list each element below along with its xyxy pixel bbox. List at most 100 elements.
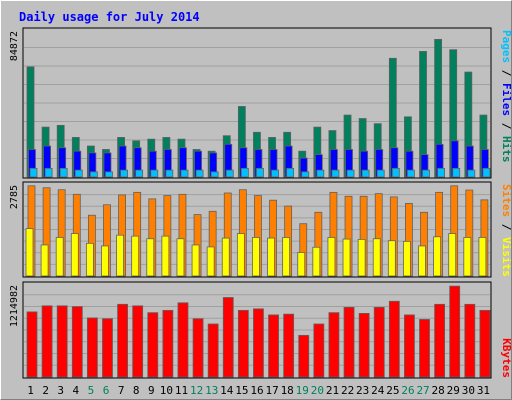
bar-pages-day-30: Pages 30: 4000: [467, 169, 476, 178]
bar-kbytes-day-31: KBytes 31: 880000: [479, 309, 491, 378]
x-tick-day-13: 13: [205, 384, 218, 397]
bar-kbytes-day-3: KBytes 3: 940000: [56, 305, 68, 378]
x-tick-day-20: 20: [311, 384, 324, 397]
right-label-middle: Sites / Visits: [500, 184, 511, 277]
bar-pages-day-22: Pages 22: 4000: [346, 169, 355, 178]
x-tick-day-3: 3: [57, 384, 64, 397]
bar-pages-day-3: Pages 3: 5000: [59, 167, 68, 178]
bar-pages-day-4: Pages 4: 4000: [74, 169, 83, 178]
bar-pages-day-17: Pages 17: 4000: [271, 169, 279, 178]
bar-kbytes-day-1: KBytes 1: 860000: [26, 311, 38, 378]
x-tick-day-8: 8: [133, 384, 140, 397]
bar-pages-day-25: Pages 25: 5000: [391, 167, 400, 178]
bar-pages-day-19: Pages 19: 3000: [301, 171, 310, 178]
bar-pages-day-12: Pages 12: 4000: [195, 169, 204, 178]
bar-kbytes-day-27: KBytes 27: 760000: [419, 319, 430, 378]
x-tick-day-21: 21: [326, 384, 339, 397]
bar-sites-day-31: Sites 31: 1180: [478, 237, 487, 277]
legend-slash: /: [500, 116, 511, 136]
x-tick-day-28: 28: [432, 384, 445, 397]
bar-kbytes-day-16: KBytes 16: 900000: [253, 308, 264, 378]
bar-pages-day-5: Pages 5: 3000: [89, 171, 98, 178]
bar-sites-day-19: Sites 19: 720: [297, 252, 306, 277]
x-tick-day-4: 4: [73, 384, 80, 397]
bar-sites-day-4: Sites 4: 1300: [70, 233, 79, 277]
x-tick-day-2: 2: [42, 384, 49, 397]
bar-pages-day-16: Pages 16: 5000: [256, 167, 264, 178]
y-max-label-kbytes: 1214982: [9, 285, 20, 327]
y-max-label-visits: 2785: [9, 185, 20, 209]
bar-pages-day-15: Pages 15: 5000: [240, 167, 249, 178]
x-tick-day-16: 16: [250, 384, 263, 397]
x-tick-day-25: 25: [386, 384, 399, 397]
bar-pages-day-1: Pages 1: 5000: [29, 167, 38, 178]
x-tick-day-23: 23: [356, 384, 369, 397]
bar-kbytes-day-30: KBytes 30: 960000: [464, 303, 476, 378]
legend-pages: Pages: [500, 30, 511, 63]
bar-sites-day-10: Sites 10: 1220: [161, 235, 170, 277]
bar-sites-day-14: Sites 14: 1160: [221, 237, 230, 277]
bar-kbytes-day-19: KBytes 19: 550000: [298, 334, 310, 378]
x-tick-day-27: 27: [416, 384, 429, 397]
bar-pages-day-7: Pages 7: 4000: [120, 169, 128, 178]
bar-kbytes-day-6: KBytes 6: 770000: [102, 318, 113, 378]
bar-kbytes-day-26: KBytes 26: 820000: [404, 314, 415, 378]
x-tick-day-14: 14: [220, 384, 234, 397]
bar-kbytes-day-5: KBytes 5: 780000: [86, 317, 98, 378]
x-tick-day-15: 15: [235, 384, 248, 397]
bar-sites-day-22: Sites 22: 1130: [342, 238, 351, 277]
bar-kbytes-day-13: KBytes 13: 700000: [207, 323, 219, 378]
x-tick-day-12: 12: [190, 384, 203, 397]
bar-sites-day-9: Sites 9: 1140: [146, 238, 155, 277]
bar-sites-day-28: Sites 28: 1200: [433, 236, 442, 277]
legend-visits: Visits: [500, 237, 511, 277]
x-tick-day-31: 31: [477, 384, 490, 397]
x-tick-day-17: 17: [265, 384, 278, 397]
bar-sites-day-24: Sites 24: 1140: [372, 238, 381, 277]
bar-pages-day-27: Pages 27: 4000: [422, 169, 430, 178]
x-tick-day-18: 18: [281, 384, 294, 397]
bar-sites-day-26: Sites 26: 1060: [403, 240, 411, 277]
x-tick-day-19: 19: [296, 384, 309, 397]
bar-pages-day-18: Pages 18: 5000: [286, 167, 295, 178]
bar-sites-day-29: Sites 29: 1300: [448, 233, 457, 277]
bar-kbytes-day-20: KBytes 20: 700000: [313, 323, 325, 378]
legend-slash: /: [500, 63, 511, 83]
bar-pages-day-13: Pages 13: 3000: [210, 171, 219, 178]
bar-pages-day-6: Pages 6: 3000: [105, 171, 113, 178]
bar-kbytes-day-21: KBytes 21: 850000: [328, 312, 340, 378]
bar-pages-day-28: Pages 28: 5000: [437, 167, 446, 178]
bar-pages-day-29: Pages 29: 5000: [452, 167, 461, 178]
x-tick-day-7: 7: [118, 384, 125, 397]
right-label-bottom: KBytes: [500, 338, 511, 378]
bar-sites-day-7: Sites 7: 1250: [116, 234, 124, 277]
bar-kbytes-day-8: KBytes 8: 940000: [132, 305, 144, 378]
bar-sites-day-18: Sites 18: 1180: [282, 237, 291, 277]
bar-sites-day-6: Sites 6: 920: [101, 245, 109, 277]
bar-kbytes-day-28: KBytes 28: 960000: [434, 303, 446, 378]
bar-sites-day-5: Sites 5: 1000: [85, 242, 94, 277]
bar-kbytes-day-2: KBytes 2: 940000: [41, 305, 53, 378]
bar-sites-day-27: Sites 27: 920: [418, 245, 426, 277]
legend-sites: Sites: [500, 184, 511, 217]
bar-sites-day-8: Sites 8: 1220: [131, 235, 140, 277]
bar-kbytes-day-7: KBytes 7: 960000: [117, 303, 128, 378]
bar-kbytes-day-12: KBytes 12: 770000: [192, 318, 204, 378]
x-tick-day-24: 24: [371, 384, 385, 397]
bar-sites-day-23: Sites 23: 1120: [357, 239, 366, 277]
bar-sites-day-21: Sites 21: 1180: [327, 237, 336, 277]
bar-pages-day-8: Pages 8: 4000: [135, 169, 144, 178]
bar-kbytes-day-29: KBytes 29: 1200000: [449, 285, 461, 378]
x-tick-day-11: 11: [175, 384, 188, 397]
bar-sites-day-3: Sites 3: 1180: [55, 237, 64, 277]
bar-pages-day-2: Pages 2: 5000: [44, 167, 53, 178]
x-tick-day-30: 30: [462, 384, 475, 397]
bar-sites-day-25: Sites 25: 1080: [387, 240, 396, 277]
bar-kbytes-day-10: KBytes 10: 880000: [162, 309, 174, 378]
bar-sites-day-13: Sites 13: 890: [206, 246, 215, 277]
bar-pages-day-21: Pages 21: 4000: [331, 169, 340, 178]
panel-visits: 2785Visits 1: 2760Visits 2: 2700Visits 3…: [9, 181, 492, 278]
bar-kbytes-day-22: KBytes 22: 920000: [343, 306, 355, 378]
